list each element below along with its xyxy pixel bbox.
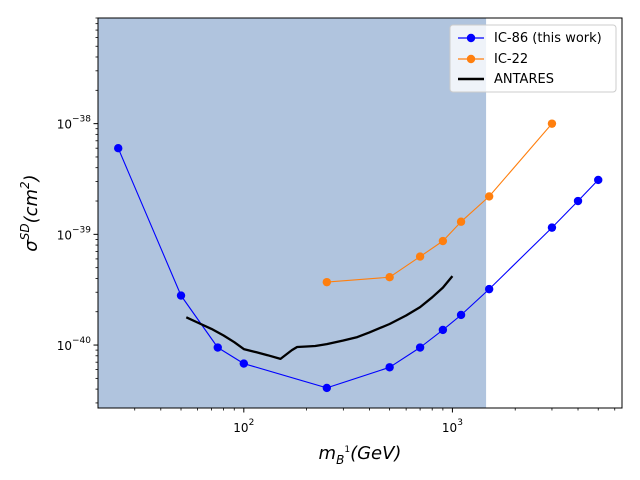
series-0-point: [573, 196, 583, 206]
series-0-point: [385, 363, 394, 372]
x-tick-label: 103: [442, 418, 463, 435]
series-0-point: [114, 143, 123, 153]
axes: 102 103 10−40 10−39 10−38: [57, 17, 623, 435]
legend-label-antares: ANTARES: [494, 72, 554, 87]
series-1-point: [385, 273, 394, 282]
y-axis-label: σSD(cm2): [18, 174, 42, 251]
y-tick-label: 10−39: [57, 225, 92, 242]
series-0-point: [438, 325, 448, 335]
excluded-region: [98, 18, 487, 408]
series-0-point: [547, 223, 557, 232]
y-tick-label: 10−40: [57, 336, 92, 353]
y-tick-label: 10−38: [57, 115, 92, 132]
legend-marker-ic22: [466, 54, 476, 64]
series-1-point: [456, 217, 466, 226]
series-0-point: [456, 310, 466, 320]
legend-box: [449, 24, 617, 93]
legend-marker-ic86: [466, 33, 476, 43]
series-0-point: [484, 284, 494, 294]
legend-entry-ic22: IC-22: [458, 52, 528, 67]
x-axis-label: mB1(GeV): [319, 443, 402, 467]
legend-entry-ic86: IC-86 (this work): [458, 31, 602, 46]
legend-label-ic86: IC-86 (this work): [494, 31, 602, 46]
series-1-point: [322, 277, 332, 287]
series-0-point: [239, 359, 249, 368]
series-1-point: [438, 236, 448, 246]
series-1-point: [547, 119, 557, 128]
legend-entry-antares: ANTARES: [458, 72, 554, 87]
series-0-point: [213, 343, 222, 352]
series-0-point: [415, 343, 425, 352]
series-1-point: [415, 252, 425, 261]
axes-frame: [97, 17, 623, 409]
x-tick-label: 102: [233, 418, 254, 435]
series-line-2: [185, 275, 454, 361]
series-1-point: [484, 192, 494, 201]
plot-area: [98, 18, 603, 408]
series-0-point: [322, 383, 332, 393]
legend-label-ic22: IC-22: [494, 52, 528, 67]
series-0-point: [594, 175, 603, 185]
series-0-point: [176, 291, 186, 300]
legend: IC-86 (this work) IC-22 ANTARES: [449, 24, 617, 93]
